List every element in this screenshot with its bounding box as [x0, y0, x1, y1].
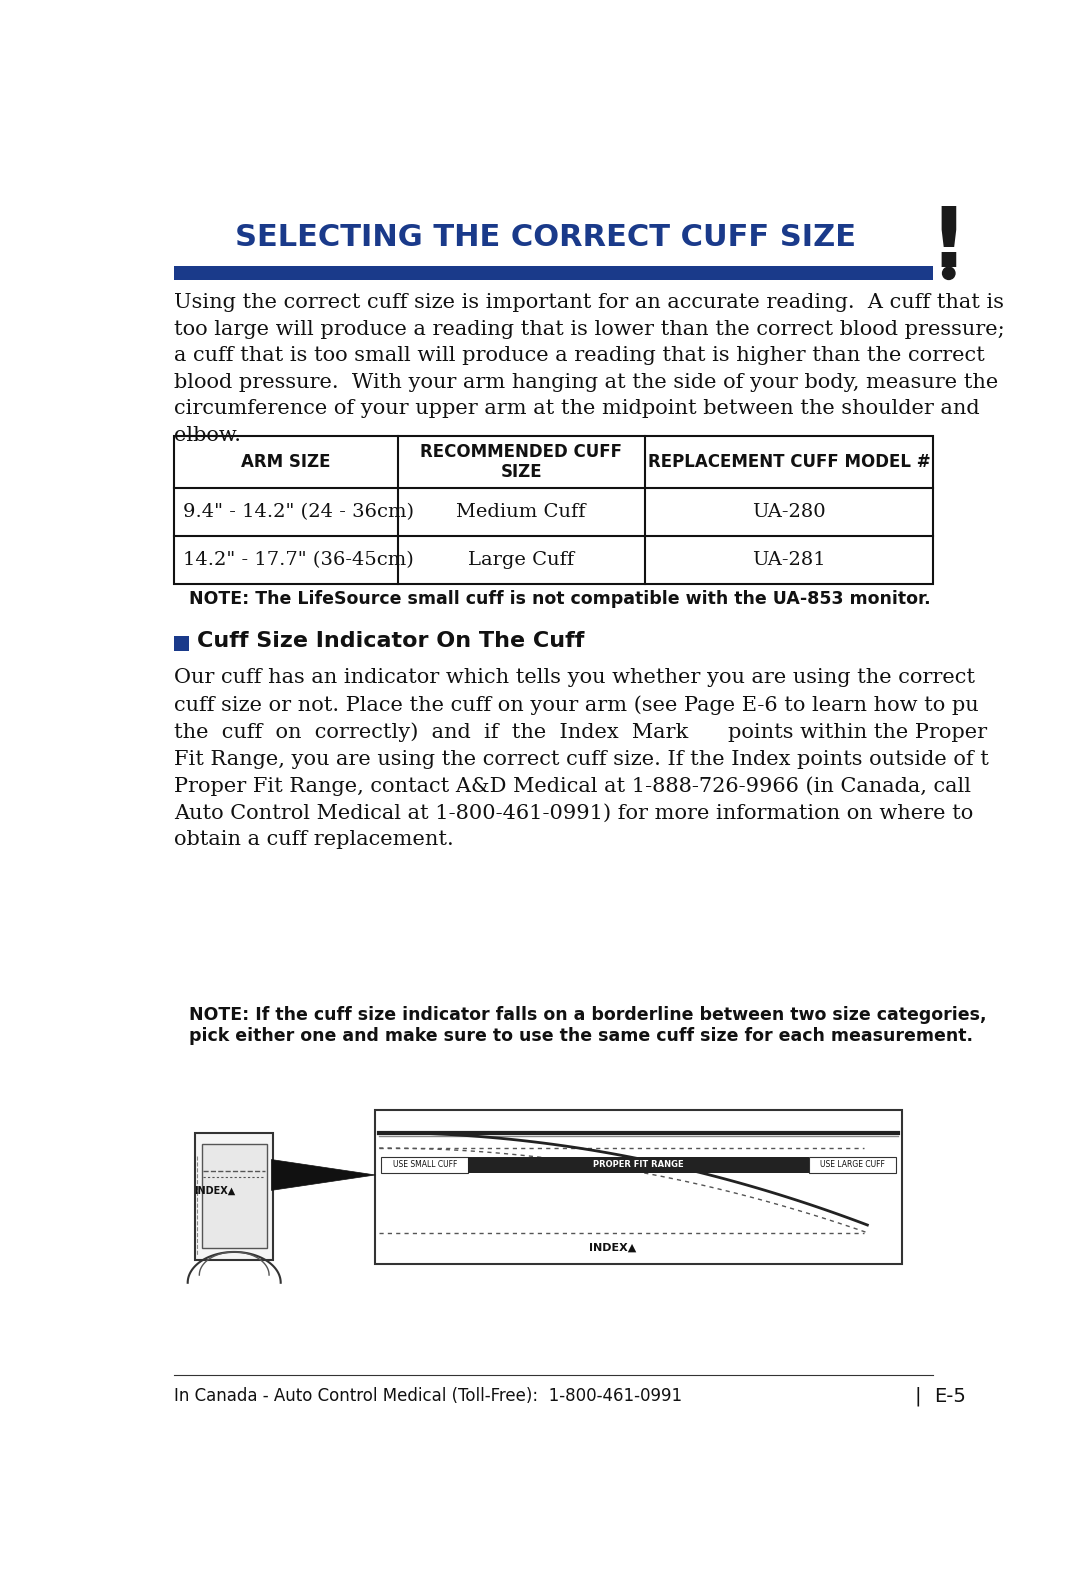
Text: UA-281: UA-281 — [752, 551, 826, 568]
Text: RECOMMENDED CUFF
SIZE: RECOMMENDED CUFF SIZE — [420, 442, 622, 481]
Text: E-5: E-5 — [934, 1387, 967, 1406]
Text: 14.2" - 17.7" (36-45cm): 14.2" - 17.7" (36-45cm) — [183, 551, 414, 568]
Text: Our cuff has an indicator which tells you whether you are using the correct
cuff: Our cuff has an indicator which tells yo… — [174, 669, 988, 849]
Text: UA-280: UA-280 — [752, 503, 826, 521]
Text: PROPER FIT RANGE: PROPER FIT RANGE — [593, 1160, 684, 1169]
Bar — [174, 436, 933, 584]
Text: 9.4" - 14.2" (24 - 36cm): 9.4" - 14.2" (24 - 36cm) — [183, 503, 414, 521]
Text: USE SMALL CUFF: USE SMALL CUFF — [393, 1160, 457, 1169]
Text: NOTE: If the cuff size indicator falls on a borderline between two size categori: NOTE: If the cuff size indicator falls o… — [189, 1005, 987, 1024]
Text: Cuff Size Indicator On The Cuff: Cuff Size Indicator On The Cuff — [197, 631, 584, 652]
Polygon shape — [271, 1160, 375, 1190]
Bar — [174, 636, 189, 652]
Bar — [381, 1157, 469, 1172]
Text: SELECTING THE CORRECT CUFF SIZE: SELECTING THE CORRECT CUFF SIZE — [235, 224, 856, 252]
Bar — [202, 1144, 267, 1248]
Bar — [809, 1157, 896, 1172]
Text: USE LARGE CUFF: USE LARGE CUFF — [820, 1160, 886, 1169]
Circle shape — [943, 267, 955, 279]
Text: In Canada - Auto Control Medical (Toll-Free):  1-800-461-0991: In Canada - Auto Control Medical (Toll-F… — [174, 1387, 681, 1404]
Text: Medium Cuff: Medium Cuff — [457, 503, 586, 521]
Text: REPLACEMENT CUFF MODEL #: REPLACEMENT CUFF MODEL # — [648, 453, 930, 470]
Text: NOTE: The LifeSource small cuff is not compatible with the UA-853 monitor.: NOTE: The LifeSource small cuff is not c… — [189, 590, 931, 608]
Bar — [375, 1109, 902, 1264]
Bar — [469, 1157, 809, 1172]
Text: Large Cuff: Large Cuff — [468, 551, 575, 568]
Text: ARM SIZE: ARM SIZE — [241, 453, 330, 470]
Text: !: ! — [930, 204, 968, 284]
Text: INDEX▲: INDEX▲ — [194, 1185, 235, 1196]
Bar — [174, 267, 933, 281]
Text: pick either one and make sure to use the same cuff size for each measurement.: pick either one and make sure to use the… — [189, 1027, 973, 1045]
Text: INDEX▲: INDEX▲ — [589, 1243, 636, 1253]
Bar — [195, 1133, 273, 1259]
Text: Using the correct cuff size is important for an accurate reading.  A cuff that i: Using the correct cuff size is important… — [174, 294, 1004, 445]
Text: |: | — [915, 1387, 921, 1406]
